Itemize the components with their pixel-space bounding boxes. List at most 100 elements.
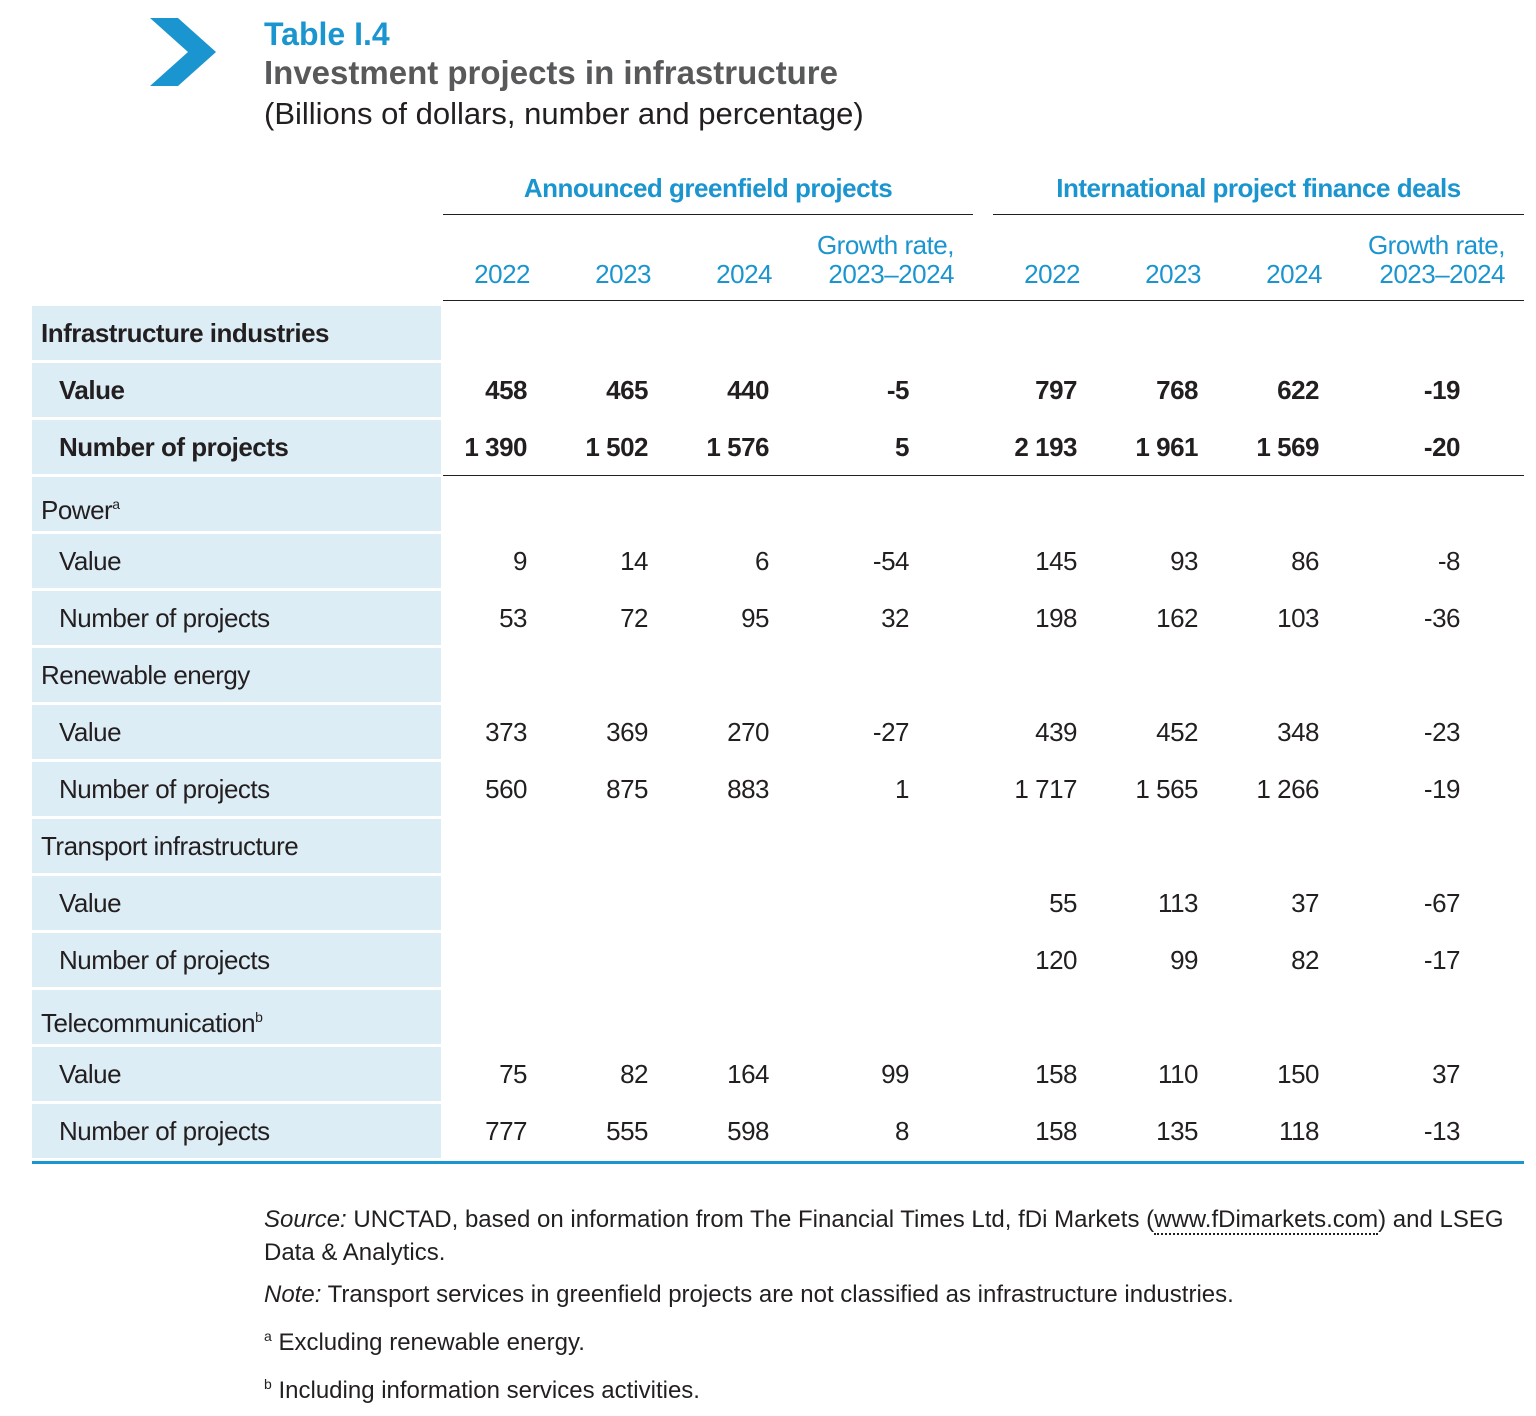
cell-2023-greenfield: 1 502 [585,432,648,462]
col-header-2023-greenfield: 2023 [595,259,651,289]
row-label: Value [50,534,441,588]
cell-2022-greenfield: 777 [485,1116,527,1146]
row-label-text: Number of projects [59,603,270,633]
cell-growth-finance: -36 [1423,603,1461,633]
cell-2024-greenfield: 598 [727,1116,769,1146]
row-label-text: Number of projects [59,432,289,462]
col-header-growth-finance: Growth rate, 2023–2024 [1305,230,1506,289]
growth-label-line1: Growth rate, [816,230,955,260]
cell-2022-greenfield: 1 390 [464,432,527,462]
cell-2022-finance: 797 [1035,375,1077,405]
cell-2022-finance: 439 [1035,717,1077,747]
cell-2024-finance: 86 [1291,546,1319,576]
row-label-text: Value [59,546,122,576]
col-header-2024-finance: 2024 [1266,259,1322,289]
cell-2024-finance: 1 266 [1256,774,1319,804]
cell-2023-greenfield: 14 [620,546,648,576]
row-indent-bar [32,933,50,987]
table-notes: Source: UNCTAD, based on information fro… [264,1203,1524,1416]
cell-2022-greenfield: 458 [485,375,527,405]
cell-growth-finance: -8 [1437,546,1461,576]
section-divider [443,475,1524,476]
note-text: Transport services in greenfield project… [321,1281,1234,1308]
cell-2024-greenfield: 883 [727,774,769,804]
row-indent-bar [32,420,50,474]
cell-2022-greenfield: 75 [499,1059,527,1089]
source-text-2: ) and LSEG Data & Analytics. [264,1206,1504,1266]
footnote-b-mark: b [264,1376,272,1392]
cell-2023-greenfield: 875 [606,774,648,804]
col-header-2022-greenfield: 2022 [474,259,530,289]
cell-growth-greenfield: -5 [886,375,910,405]
row-label: Transport infrastructure [32,819,441,873]
table-subtitle: (Billions of dollars, number and percent… [264,96,864,131]
cell-2023-finance: 1 565 [1135,774,1198,804]
footnote-marker: b [255,1009,263,1025]
cell-growth-greenfield: 99 [881,1059,909,1089]
header-divider [443,300,1524,301]
row-label: Number of projects [50,762,441,816]
cell-growth-greenfield: 32 [881,603,909,633]
source-text-1: UNCTAD, based on information from The Fi… [346,1206,1155,1233]
cell-2023-finance: 768 [1156,375,1198,405]
footnote-a-mark: a [264,1328,272,1344]
cell-2022-finance: 158 [1035,1059,1077,1089]
cell-2024-finance: 622 [1277,375,1319,405]
group-divider-finance [993,214,1524,215]
cell-2023-finance: 110 [1158,1059,1198,1089]
cell-2022-finance: 158 [1035,1116,1077,1146]
source-label: Source: [264,1206,347,1233]
cell-2022-finance: 198 [1035,603,1077,633]
note: Note: Transport services in greenfield p… [264,1278,1524,1311]
cell-2023-greenfield: 369 [606,717,648,747]
cell-2024-greenfield: 164 [727,1059,769,1089]
footnote-b-text: Including information services activitie… [271,1377,700,1404]
row-label: Number of projects [50,591,441,645]
cell-2023-finance: 99 [1170,945,1198,975]
cell-2023-greenfield: 82 [620,1059,648,1089]
row-indent-bar [32,1104,50,1158]
row-label: Renewable energy [32,648,441,702]
cell-growth-greenfield [749,933,909,987]
source-note: Source: UNCTAD, based on information fro… [264,1203,1524,1269]
cell-2022-greenfield: 373 [485,717,527,747]
row-label-text: Value [59,888,122,918]
cell-growth-finance: -19 [1423,774,1461,804]
table-bottom-rule [32,1161,1524,1164]
source-link[interactable]: www.fDimarkets.com [1154,1206,1379,1235]
cell-2024-greenfield [609,933,769,987]
row-label: Telecommunicationb [32,990,441,1044]
row-indent-bar [32,876,50,930]
row-label-text: Transport infrastructure [41,831,299,861]
row-label: Number of projects [50,1104,441,1158]
row-label-text: Number of projects [59,1116,270,1146]
cell-2023-greenfield: 555 [606,1116,648,1146]
cell-2023-finance: 452 [1156,717,1198,747]
growth-label-line1: Growth rate, [1367,230,1506,260]
growth-label-line2: 2023–2024 [828,259,954,289]
table-number: Table I.4 [264,16,390,52]
row-label: Value [50,1047,441,1101]
cell-growth-finance: -23 [1423,717,1461,747]
row-indent-bar [32,762,50,816]
cell-2024-greenfield: 270 [727,717,769,747]
row-label-text: Value [59,1059,122,1089]
cell-growth-finance: -13 [1423,1116,1461,1146]
row-label: Value [50,705,441,759]
cell-2022-finance: 2 193 [1014,432,1077,462]
cell-2023-finance: 93 [1170,546,1198,576]
row-indent-bar [32,705,50,759]
table-title: Investment projects in infrastructure [264,54,838,91]
cell-2024-finance: 150 [1277,1059,1319,1089]
cell-growth-greenfield: 1 [895,774,909,804]
cell-2022-finance: 55 [1049,888,1077,918]
cell-growth-greenfield: -27 [872,717,910,747]
cell-2024-finance: 103 [1277,603,1319,633]
cell-2024-greenfield [609,876,769,930]
cell-2023-finance: 135 [1156,1116,1198,1146]
cell-2023-finance: 162 [1156,603,1198,633]
cell-2023-finance: 113 [1158,888,1198,918]
cell-growth-greenfield: -54 [872,546,910,576]
cell-2022-greenfield: 9 [513,546,527,576]
cell-2024-finance: 1 569 [1256,432,1319,462]
